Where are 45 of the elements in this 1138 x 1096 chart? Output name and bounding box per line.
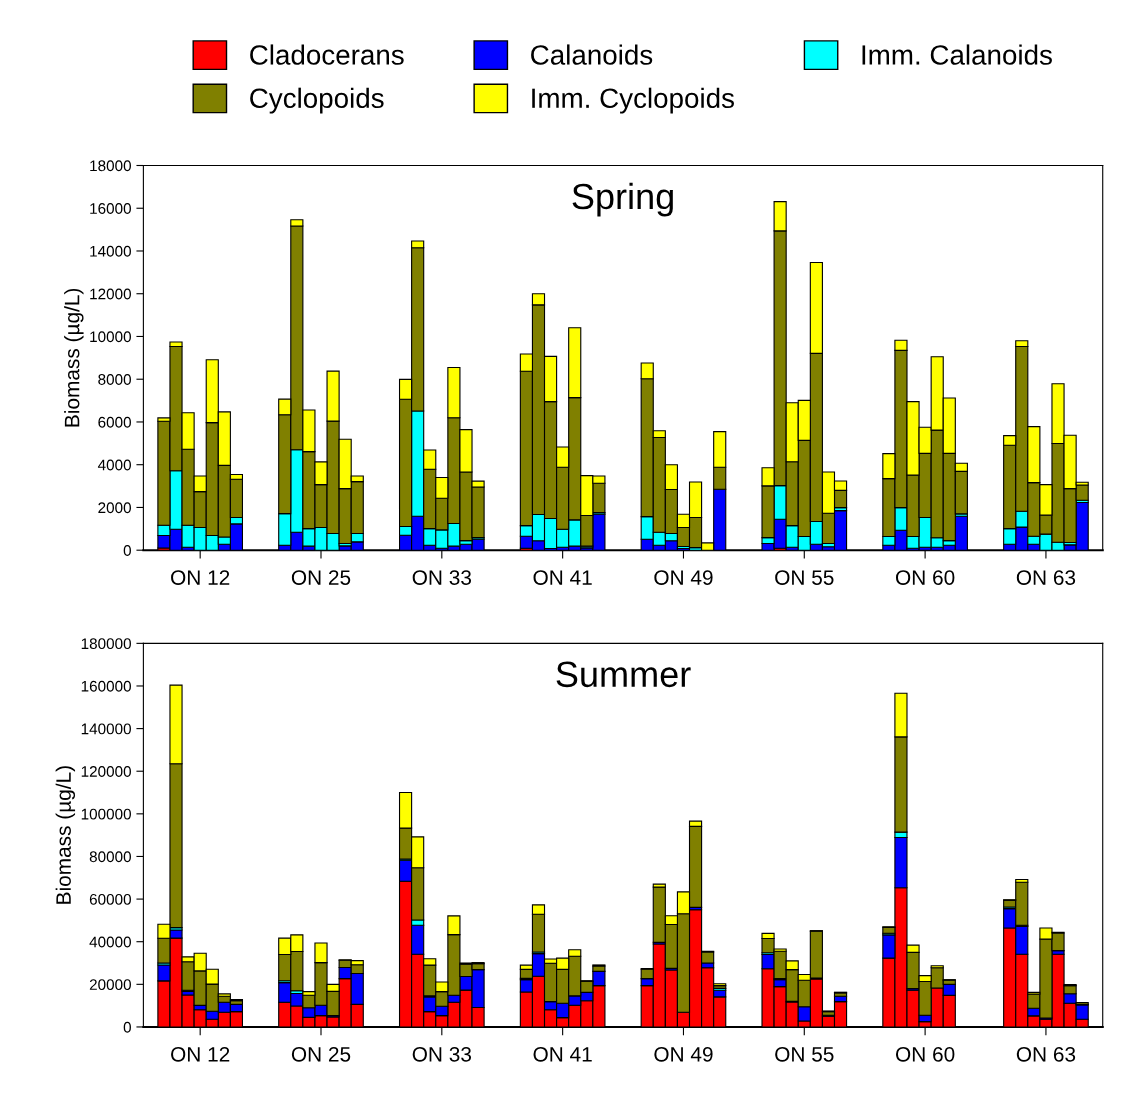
x-tick-label: ON 12 xyxy=(171,570,230,585)
y-tick-label: 4000 xyxy=(97,459,131,471)
y-tick-label: 100000 xyxy=(81,808,131,820)
legend-label: Calanoids xyxy=(531,44,653,65)
x-tick-label: ON 41 xyxy=(533,570,592,585)
x-tick-label: ON 63 xyxy=(1016,570,1076,585)
y-axis-title: Biomass (µg/L) xyxy=(64,288,84,427)
chart-title: Spring xyxy=(572,182,673,217)
x-tick-label: ON 49 xyxy=(654,1046,713,1062)
y-tick-label: 140000 xyxy=(81,723,131,735)
y-tick-label: 120000 xyxy=(81,766,131,777)
x-tick-label: ON 49 xyxy=(654,570,713,585)
y-axis-title: Biomass (µg/L) xyxy=(55,766,76,904)
y-tick-label: 160000 xyxy=(81,680,131,692)
x-tick-label: ON 12 xyxy=(171,1046,230,1062)
y-tick-label: 20000 xyxy=(89,979,131,991)
y-tick-label: 2000 xyxy=(98,502,131,514)
y-tick-label: 180000 xyxy=(81,638,131,650)
chart-title: Summer xyxy=(556,661,691,688)
legend-label: Cyclopoids xyxy=(250,87,384,114)
x-tick-label: ON 25 xyxy=(291,1046,351,1062)
y-tick-label: 10000 xyxy=(90,331,131,343)
y-tick-label: 16000 xyxy=(90,203,131,214)
x-tick-label: ON 33 xyxy=(412,570,472,585)
y-tick-label: 14000 xyxy=(90,245,131,257)
legend-label: Imm. Calanoids xyxy=(862,44,1052,65)
x-tick-label: ON 60 xyxy=(895,1046,955,1062)
y-tick-label: 80000 xyxy=(89,851,131,863)
legend-label: Imm. Cyclopoids xyxy=(532,87,734,114)
x-tick-label: ON 60 xyxy=(895,570,955,585)
legend-label: Cladocerans xyxy=(250,44,404,65)
x-tick-label: ON 55 xyxy=(775,1046,834,1062)
x-tick-label: ON 55 xyxy=(775,570,834,585)
y-tick-label: 0 xyxy=(123,545,131,556)
y-tick-label: 0 xyxy=(123,1021,131,1033)
x-tick-label: ON 25 xyxy=(291,570,351,585)
y-tick-label: 18000 xyxy=(90,160,131,172)
y-tick-label: 12000 xyxy=(90,288,131,300)
x-tick-label: ON 33 xyxy=(412,1046,472,1062)
x-tick-label: ON 63 xyxy=(1016,1046,1076,1062)
y-tick-label: 6000 xyxy=(98,416,131,428)
y-tick-label: 60000 xyxy=(89,893,131,905)
x-tick-label: ON 41 xyxy=(533,1046,592,1062)
y-tick-label: 8000 xyxy=(98,374,131,385)
y-tick-label: 40000 xyxy=(89,936,131,948)
